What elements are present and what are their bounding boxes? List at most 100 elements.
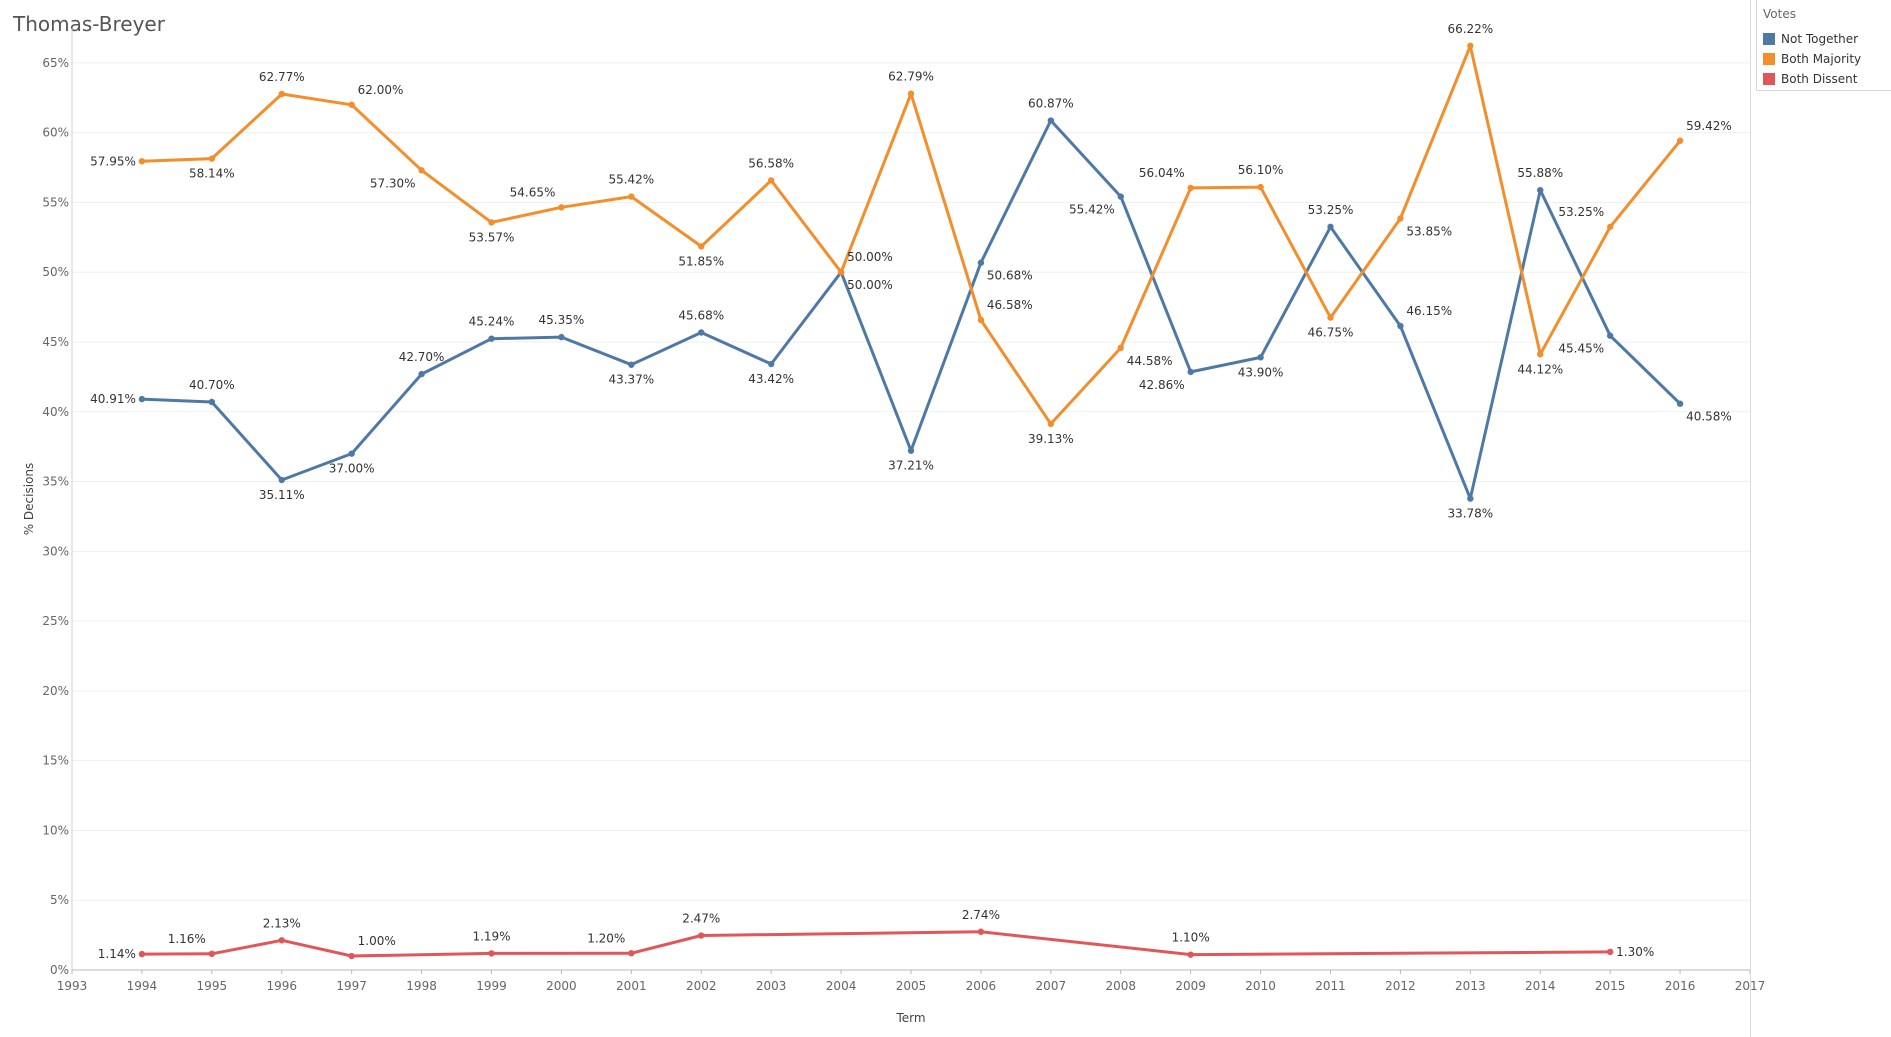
data-label: 50.68% [987,269,1033,283]
data-label: 60.87% [1028,97,1074,111]
data-point [767,177,775,184]
data-point [278,937,285,944]
x-tick-label: 2011 [1315,979,1346,993]
data-label: 1.19% [472,929,510,943]
data-label: 45.24% [469,315,515,329]
data-point [278,476,285,484]
y-tick-label: 10% [42,823,69,837]
data-point [628,950,635,957]
data-point [977,316,985,324]
x-tick-label: 1994 [127,979,158,993]
y-tick-label: 60% [42,126,69,140]
legend-item-both-majority[interactable]: Both Majority [1763,51,1861,67]
data-point [1606,332,1614,339]
x-tick-label: 2005 [896,979,927,993]
data-point [138,158,146,165]
data-label: 1.20% [587,931,625,945]
x-tick-label: 1997 [336,979,367,993]
data-point [1537,186,1544,194]
data-label: 55.42% [1069,203,1115,217]
data-label: 51.85% [678,254,724,268]
data-label: 59.42% [1686,119,1732,133]
legend-item-not-together[interactable]: Not Together [1763,31,1858,47]
data-point [977,259,985,266]
data-point [488,335,495,342]
data-point [1537,351,1544,358]
data-label: 44.58% [1127,354,1173,368]
data-label: 45.68% [678,309,724,323]
legend-label: Both Majority [1781,52,1862,66]
chart-title: Thomas-Breyer [13,12,165,36]
x-tick-label: 1998 [406,979,437,993]
legend-title: Votes [1763,7,1796,21]
x-tick-label: 2008 [1105,979,1136,993]
data-point [208,398,216,406]
y-tick-label: 5% [50,893,69,907]
data-point [1467,495,1474,502]
x-tick-label: 2009 [1175,979,1206,993]
data-label: 35.11% [259,488,305,502]
data-label: 40.91% [90,392,136,406]
data-point [348,101,355,108]
data-label: 1.30% [1616,945,1654,959]
data-label: 2.47% [682,912,720,926]
data-point [698,329,705,336]
data-label: 43.37% [608,373,654,387]
data-point [977,928,985,935]
y-tick-label: 25% [42,614,69,628]
y-tick-label: 40% [42,405,69,419]
data-label: 40.70% [189,378,235,392]
x-tick-label: 2002 [686,979,717,993]
series-not-together: 40.91% 40.70% 35.11% 37.00% 42.70% 45.24% 45.3… [90,97,1732,521]
data-label: 1.14% [98,947,136,961]
data-point [278,90,285,98]
x-tick-label: 1999 [476,979,507,993]
legend-item-both-dissent[interactable]: Both Dissent [1763,71,1857,87]
data-label: 42.70% [399,350,445,364]
data-point [628,361,635,368]
data-label: 53.25% [1308,203,1354,217]
panel-divider [1750,0,1751,1037]
data-point [558,204,565,211]
series-both-dissent: 1.14% 1.16% 2.13% 1.00% 1.19% 1.20% 2.47% 2.74%… [98,908,1654,961]
data-label: 55.42% [608,173,654,187]
data-label: 46.58% [987,298,1033,312]
data-label: 37.21% [888,459,934,473]
data-label: 33.78% [1447,507,1493,521]
data-label: 53.85% [1406,224,1452,238]
x-tick-label: 2004 [826,979,857,993]
x-tick-label: 2014 [1525,979,1556,993]
y-tick-label: 65% [42,56,69,70]
y-tick-label: 30% [42,544,69,558]
data-label: 37.00% [329,462,375,476]
x-tick-label: 2001 [616,979,647,993]
data-point [1047,117,1055,124]
data-label: 2.13% [263,916,301,930]
y-tick-label: 35% [42,475,69,489]
data-label: 53.25% [1558,205,1604,219]
data-label: 62.00% [358,83,404,97]
data-point [208,950,216,958]
data-point [907,447,915,454]
data-label: 44.12% [1517,362,1563,376]
data-label: 42.86% [1139,378,1185,392]
series-line [141,930,1611,958]
y-tick-label: 20% [42,684,69,698]
data-label: 55.88% [1517,166,1563,180]
y-tick-label: 45% [42,335,69,349]
data-point [1606,223,1614,231]
legend: Votes Not Together Both Majority Both Di… [1756,0,1891,91]
data-point [1257,183,1264,191]
data-label: 62.79% [888,70,934,84]
data-label: 66.22% [1447,22,1493,36]
data-point [1187,368,1194,376]
data-point [837,269,845,276]
data-point [1467,42,1474,50]
y-tick-label: 15% [42,754,69,768]
data-point [558,333,565,341]
legend-swatch [1763,33,1775,45]
x-tick-label: 2000 [546,979,577,993]
data-point [767,360,775,368]
y-tick-label: 0% [50,963,69,977]
